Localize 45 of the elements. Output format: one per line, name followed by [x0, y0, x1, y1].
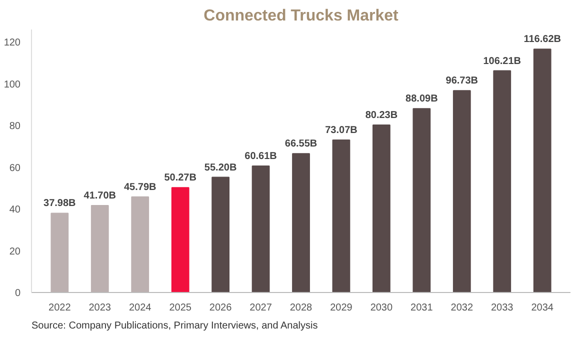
bar	[452, 90, 471, 292]
y-tick-label: 20	[9, 246, 21, 258]
x-tick-label: 2022	[48, 302, 72, 314]
y-tick-label: 80	[9, 121, 21, 132]
chart-title: Connected Trucks Market	[204, 8, 400, 24]
x-tick-label: 2023	[88, 302, 112, 314]
data-label: 50.27B	[164, 172, 196, 184]
bar	[171, 187, 190, 292]
x-tick-label: 2027	[250, 302, 272, 314]
x-tick-label: 2034	[531, 302, 554, 314]
x-tick-label: 2028	[290, 302, 313, 314]
x-tick-label: 2025	[169, 302, 192, 314]
x-tick-label: 2026	[209, 302, 232, 314]
x-tick-label: 2030	[370, 302, 394, 314]
bar	[493, 70, 512, 292]
data-label: 55.20B	[204, 162, 237, 174]
data-label: 80.23B	[365, 110, 398, 122]
bar	[332, 139, 350, 292]
data-label: 73.07B	[325, 124, 358, 136]
y-tick-label: 0	[14, 288, 21, 299]
bar	[533, 48, 552, 292]
bar	[252, 165, 270, 292]
x-tick-label: 2024	[128, 302, 152, 314]
source-note: Source: Company Publications, Primary Interviews, and Analysis	[32, 320, 318, 332]
data-label: 106.21B	[483, 56, 522, 67]
x-tick-label: 2029	[330, 302, 353, 314]
x-tick-label: 2033	[490, 302, 514, 314]
y-tick-label: 120	[4, 38, 21, 49]
y-tick-label: 60	[9, 162, 21, 174]
data-label: 60.61B	[244, 150, 277, 162]
data-label: 41.70B	[84, 190, 116, 202]
x-tick-label: 2032	[450, 302, 474, 314]
data-label: 37.98B	[44, 198, 76, 210]
bar	[412, 108, 431, 292]
data-label: 96.73B	[446, 76, 478, 87]
x-tick-label: 2031	[410, 302, 434, 314]
data-label: 45.79B	[124, 182, 156, 193]
bar	[212, 176, 230, 292]
data-label: 116.62B	[524, 34, 561, 46]
data-label: 66.55B	[284, 138, 318, 150]
bar	[292, 153, 310, 292]
y-tick-label: 40	[9, 204, 21, 216]
y-tick-label: 100	[4, 79, 21, 90]
data-label: 88.09B	[406, 94, 438, 105]
bar	[372, 124, 390, 292]
